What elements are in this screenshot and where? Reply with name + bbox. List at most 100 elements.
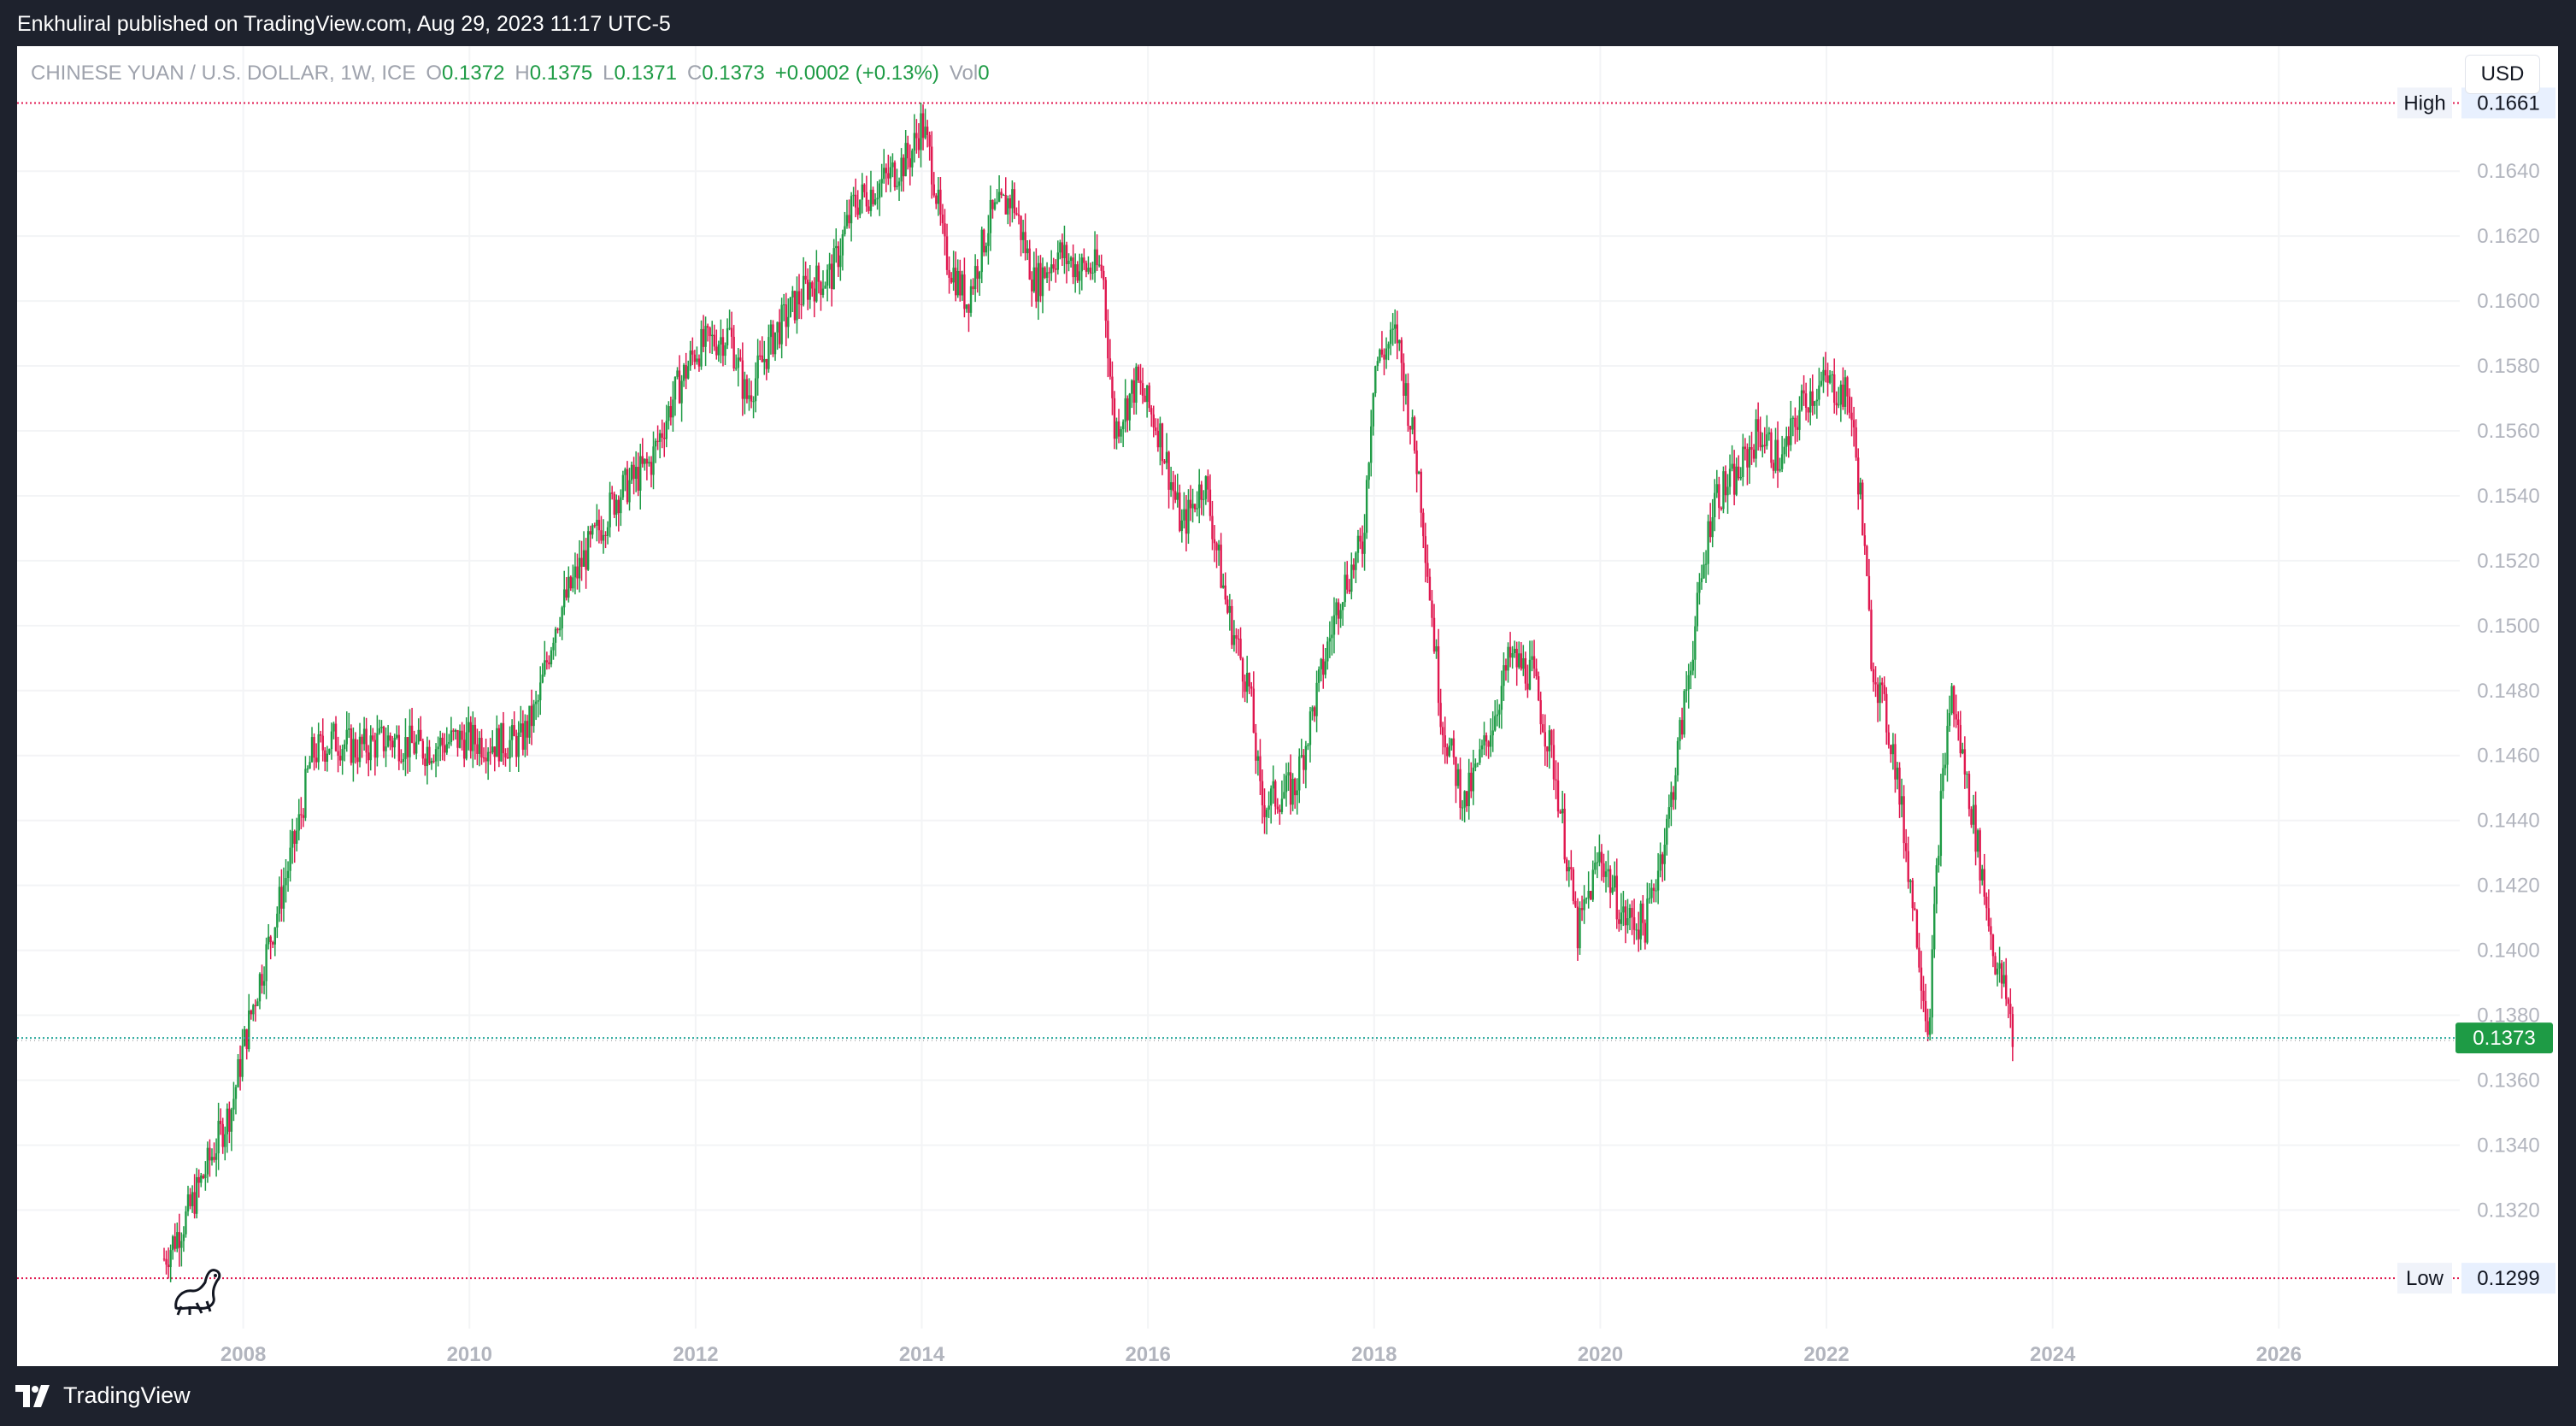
tradingview-logo[interactable]: TradingView <box>15 1382 191 1409</box>
candle <box>993 198 997 211</box>
candle-body <box>213 1157 215 1160</box>
candle-body <box>1017 214 1020 216</box>
candle <box>476 728 479 765</box>
candle-body <box>2005 975 2008 999</box>
candle-body <box>902 157 905 177</box>
chart-panel[interactable]: 2008 2010 2012 2014 2016 2018 2020 2022 2024 2026… <box>17 46 2558 1366</box>
candle-body <box>889 167 892 179</box>
candle <box>1413 415 1416 454</box>
candle-body <box>1532 656 1536 669</box>
candle-body <box>317 734 320 763</box>
candle <box>1756 402 1760 451</box>
candle-body <box>1828 375 1832 383</box>
candle <box>1687 663 1690 709</box>
candle-body <box>1952 686 1956 715</box>
candle <box>482 747 485 763</box>
currency-button[interactable]: USD <box>2465 55 2540 94</box>
candle-body <box>689 351 691 367</box>
candle-body <box>941 214 944 224</box>
candle-body <box>217 1121 220 1154</box>
candle <box>648 456 650 467</box>
candle <box>1620 893 1623 931</box>
candle <box>983 228 985 256</box>
candle <box>1672 786 1675 810</box>
candle <box>389 732 391 751</box>
candle <box>385 727 387 768</box>
candle <box>820 280 822 311</box>
candle <box>550 646 553 668</box>
candle-body <box>485 757 487 762</box>
candle <box>1085 260 1088 278</box>
candle <box>658 429 662 459</box>
candle-body <box>1876 684 1879 704</box>
candle <box>759 340 762 361</box>
candle-body <box>1379 349 1381 362</box>
candle-body <box>1537 676 1540 701</box>
candle <box>548 655 550 669</box>
candle-body <box>1835 403 1838 406</box>
candle-body <box>337 751 339 756</box>
candle-body <box>191 1192 194 1206</box>
x-tick-label: 2026 <box>2256 1343 2302 1366</box>
candle-body <box>768 337 770 369</box>
candle <box>1874 666 1877 698</box>
candlestick-chart[interactable]: 2008 2010 2012 2014 2016 2018 2020 2022 2024 2026… <box>17 46 2558 1366</box>
candle <box>1255 723 1257 775</box>
candle-body <box>582 550 585 567</box>
candle-body <box>438 737 442 747</box>
candle-body <box>521 723 525 750</box>
candle-body <box>1767 432 1771 434</box>
candle <box>1767 427 1771 441</box>
candle-body <box>691 351 694 355</box>
candle-body <box>578 557 581 579</box>
candle <box>737 348 739 387</box>
candle <box>1279 804 1281 825</box>
candle-body <box>1800 390 1803 410</box>
candle-body <box>1928 1017 1932 1035</box>
candle-body <box>1942 768 1944 792</box>
candle <box>452 728 455 741</box>
candle <box>1704 550 1708 583</box>
candle <box>768 324 770 373</box>
candle <box>1403 353 1405 412</box>
publish-info: Enkhuliral published on TradingView.com,… <box>17 12 671 36</box>
candle-body <box>334 723 338 751</box>
candle-body <box>900 157 903 182</box>
candle <box>1463 790 1466 822</box>
candle-body <box>1550 730 1553 745</box>
candle <box>1646 882 1649 945</box>
candle-body <box>373 740 377 758</box>
candle-body <box>1756 419 1760 432</box>
candle-body <box>1374 366 1377 393</box>
candle <box>1126 395 1129 433</box>
candle <box>1244 674 1246 703</box>
candle <box>1132 368 1136 415</box>
candle-body <box>802 275 805 305</box>
candle <box>1666 814 1668 856</box>
candle-body <box>1785 436 1788 447</box>
candle <box>1959 710 1961 757</box>
candle <box>513 711 515 737</box>
candle-body <box>428 746 431 764</box>
candle <box>582 531 585 568</box>
candle-body <box>1770 432 1773 463</box>
candle <box>1846 375 1849 415</box>
candle-body <box>1309 711 1312 745</box>
candle <box>1028 239 1031 280</box>
candle-body <box>709 327 711 337</box>
candle <box>180 1232 183 1267</box>
candle-body <box>1546 746 1549 751</box>
candle-body <box>878 183 881 198</box>
candle-body <box>715 346 718 356</box>
candle <box>1259 739 1262 795</box>
candle-body <box>1207 476 1209 490</box>
candle-body <box>580 557 583 567</box>
candle <box>972 278 974 295</box>
candle-body <box>989 199 992 233</box>
candle <box>1365 475 1368 539</box>
candle-body <box>1111 376 1114 398</box>
candle-body <box>1963 749 1967 775</box>
candle-body <box>813 288 816 302</box>
candle-body <box>837 245 840 268</box>
candle <box>1315 670 1318 733</box>
